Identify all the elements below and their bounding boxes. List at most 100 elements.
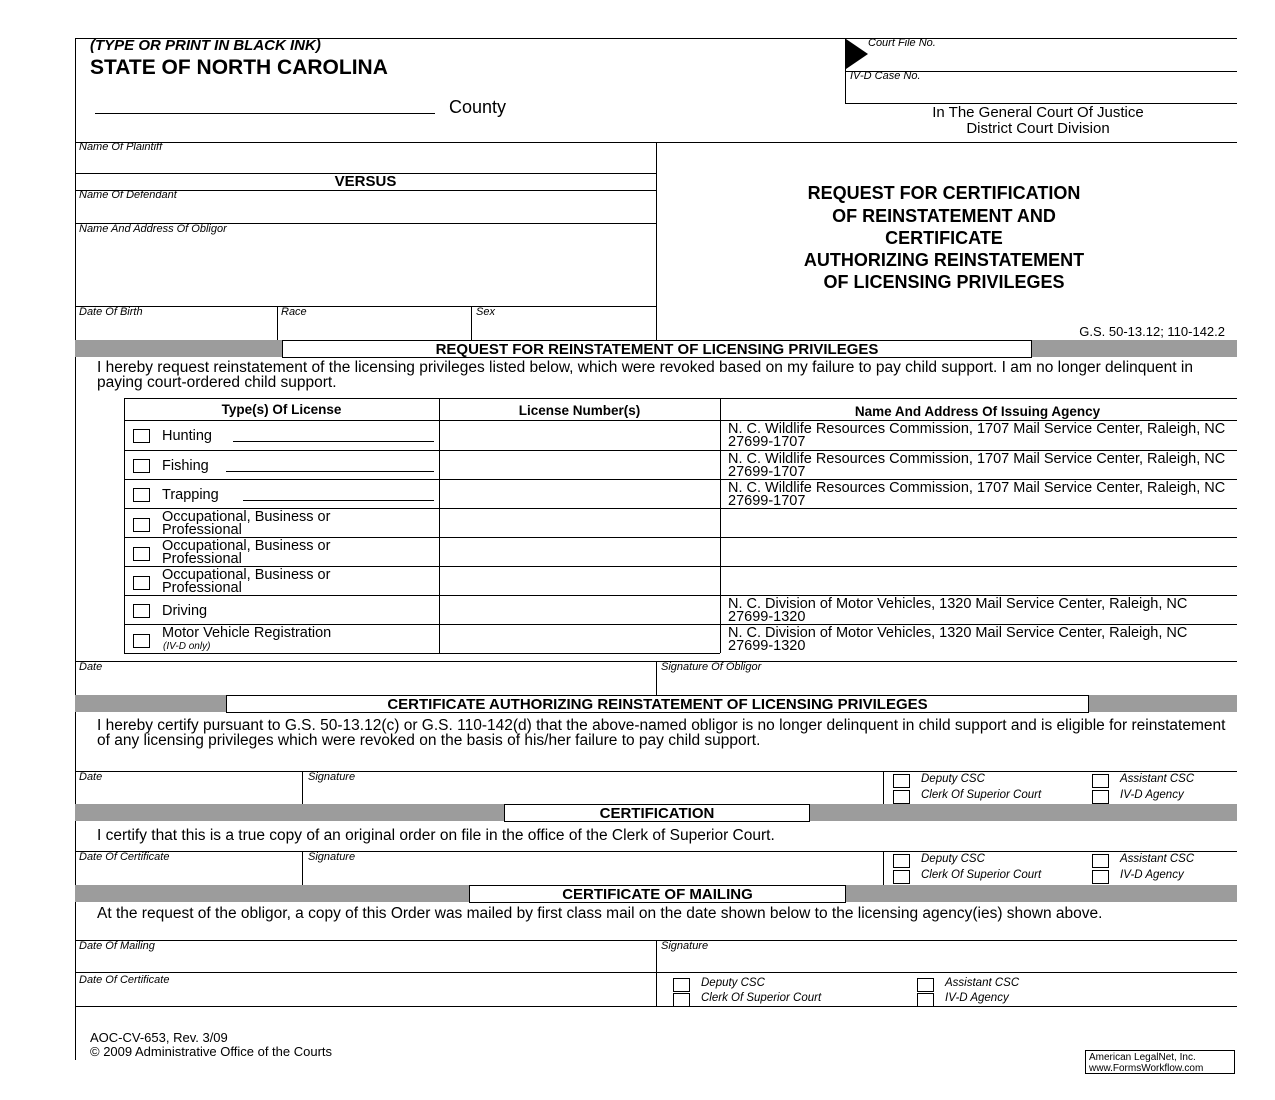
triangle-marker-icon	[846, 39, 868, 69]
license-checkbox[interactable]	[133, 459, 150, 473]
divider	[124, 537, 1237, 538]
divider	[124, 479, 1237, 480]
license-number-field[interactable]	[440, 537, 719, 566]
defendant-field[interactable]	[75, 223, 656, 224]
dob-label: Date Of Birth	[79, 306, 143, 318]
deputy-checkbox[interactable]	[893, 854, 910, 868]
license-checkbox[interactable]	[133, 488, 150, 502]
vendor-name: American LegalNet, Inc.	[1089, 1052, 1196, 1063]
license-type: Fishing	[162, 458, 209, 474]
license-type: Occupational, Business or Professional	[162, 538, 331, 567]
deputy-checkbox[interactable]	[893, 774, 910, 788]
divider	[124, 624, 1237, 625]
divider	[124, 398, 1237, 399]
divider	[277, 306, 278, 340]
divider	[439, 398, 440, 653]
license-checkbox[interactable]	[133, 634, 150, 648]
divider	[720, 398, 721, 653]
obligor-field[interactable]	[75, 306, 656, 307]
certification-text: I certify that this is a true copy of an…	[97, 827, 775, 844]
column-header-number: License Number(s)	[518, 403, 641, 418]
license-detail-field[interactable]	[226, 471, 434, 472]
statute-reference: G.S. 50-13.12; 110-142.2	[1079, 324, 1225, 339]
ivd-checkbox[interactable]	[917, 993, 934, 1007]
form-id: AOC-CV-653, Rev. 3/09	[90, 1030, 228, 1045]
divider	[75, 38, 1237, 39]
ivd-case-field[interactable]	[845, 103, 1237, 104]
license-detail-field[interactable]	[243, 500, 434, 501]
ivd-label: IV-D Agency	[945, 992, 1009, 1004]
ink-instruction: (TYPE OR PRINT IN BLACK INK)	[90, 37, 321, 54]
ivd-checkbox[interactable]	[1092, 870, 1109, 884]
license-number-field[interactable]	[440, 566, 719, 595]
license-checkbox[interactable]	[133, 547, 150, 561]
license-checkbox[interactable]	[133, 576, 150, 590]
state-name: STATE OF NORTH CAROLINA	[90, 56, 388, 79]
divider	[302, 851, 303, 885]
mailing-date-label: Date Of Mailing	[79, 940, 155, 952]
divider	[656, 940, 657, 1007]
assistant-label: Assistant CSC	[945, 977, 1020, 989]
divider	[883, 851, 884, 885]
clerk-checkbox[interactable]	[673, 993, 690, 1007]
divider	[75, 771, 1237, 772]
license-note: (IV-D only)	[163, 641, 211, 652]
divider	[845, 38, 846, 103]
license-checkbox[interactable]	[133, 604, 150, 618]
clerk-label: Clerk Of Superior Court	[921, 869, 1042, 881]
license-type: Hunting	[162, 428, 212, 444]
request-date-label: Date	[79, 661, 103, 673]
certificate-signature-label: Signature	[308, 771, 356, 783]
license-number-field[interactable]	[440, 624, 719, 653]
license-checkbox[interactable]	[133, 518, 150, 532]
court-file-field[interactable]	[845, 71, 1237, 72]
form-title-line: AUTHORIZING REINSTATEMENT	[803, 250, 1085, 270]
vendor-url: www.FormsWorkflow.com	[1089, 1063, 1204, 1074]
plaintiff-field[interactable]	[75, 173, 656, 174]
license-detail-field[interactable]	[233, 441, 434, 442]
assistant-label: Assistant CSC	[1120, 853, 1195, 865]
divider	[124, 566, 1237, 567]
obligor-signature-label: Signature Of Obligor	[661, 661, 762, 673]
license-number-field[interactable]	[440, 508, 719, 537]
clerk-checkbox[interactable]	[893, 790, 910, 804]
license-number-field[interactable]	[440, 595, 719, 624]
assistant-label: Assistant CSC	[1120, 773, 1195, 785]
divider	[75, 38, 76, 1060]
divider	[124, 653, 720, 654]
deputy-label: Deputy CSC	[921, 773, 985, 785]
divider	[302, 771, 303, 804]
ivd-checkbox[interactable]	[1092, 790, 1109, 804]
clerk-checkbox[interactable]	[893, 870, 910, 884]
assistant-checkbox[interactable]	[1092, 854, 1109, 868]
clerk-label: Clerk Of Superior Court	[701, 992, 822, 1004]
vendor-stamp: American LegalNet, Inc. www.FormsWorkflo…	[1085, 1050, 1235, 1074]
divider	[883, 771, 884, 804]
form-title-line: CERTIFICATE	[885, 228, 1003, 248]
mailing-text: At the request of the obligor, a copy of…	[97, 905, 1103, 922]
certificate-text: I hereby certify pursuant to G.S. 50-13.…	[97, 717, 1226, 749]
license-checkbox[interactable]	[133, 429, 150, 443]
divider	[124, 508, 1237, 509]
form-title-line: REQUEST FOR CERTIFICATION	[807, 183, 1081, 203]
ivd-label: IV-D Agency	[1120, 789, 1184, 801]
divider	[471, 306, 472, 340]
county-field[interactable]	[95, 113, 435, 114]
divider	[75, 1006, 1237, 1007]
mailing-signature-label: Signature	[661, 940, 709, 952]
issuing-agency: N. C. Wildlife Resources Commission, 170…	[728, 451, 1226, 480]
divider	[75, 972, 1237, 973]
sex-label: Sex	[476, 306, 495, 318]
assistant-checkbox[interactable]	[917, 978, 934, 992]
assistant-checkbox[interactable]	[1092, 774, 1109, 788]
license-number-field[interactable]	[440, 479, 719, 508]
form-title-line: OF REINSTATEMENT AND	[832, 206, 1056, 226]
license-number-field[interactable]	[440, 420, 719, 450]
issuing-agency: N. C. Division of Motor Vehicles, 1320 M…	[728, 625, 1188, 654]
license-type: Motor Vehicle Registration	[162, 625, 332, 641]
license-number-field[interactable]	[440, 450, 719, 479]
court-file-label: Court File No.	[868, 37, 936, 49]
deputy-checkbox[interactable]	[673, 978, 690, 992]
column-header-agency: Name And Address Of Issuing Agency	[854, 404, 1101, 419]
